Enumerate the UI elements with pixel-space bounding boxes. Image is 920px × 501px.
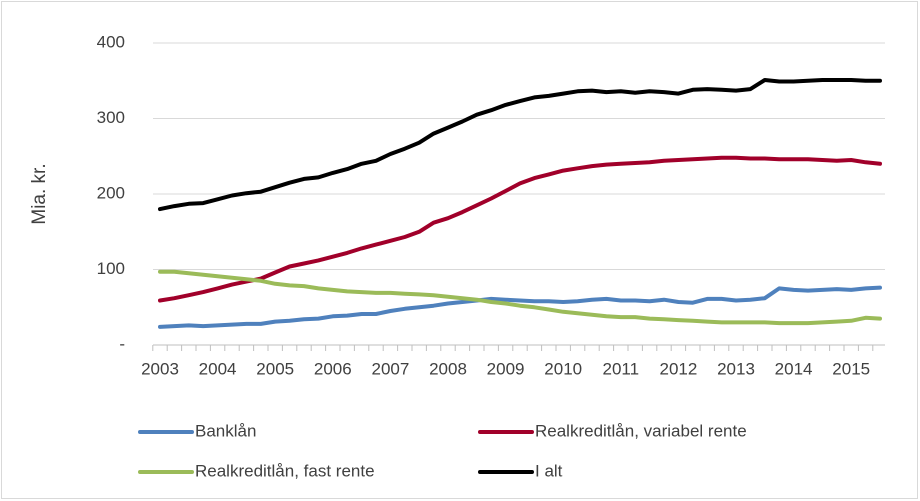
x-tick-label: 2015 — [832, 359, 870, 378]
series-line — [158, 155, 882, 303]
y-tick-label: 100 — [97, 259, 125, 278]
x-tick-label: 2006 — [314, 359, 352, 378]
x-tick-label: 2003 — [141, 359, 179, 378]
legend-label: Realkreditlån, variabel rente — [535, 421, 747, 440]
legend-label: Banklån — [195, 421, 256, 440]
x-tick-label: 2012 — [659, 359, 697, 378]
x-tick-label: 2009 — [487, 359, 525, 378]
x-tick-label: 2008 — [429, 359, 467, 378]
series-line — [158, 285, 882, 329]
x-tick-label: 2013 — [717, 359, 755, 378]
y-axis-label: Mia. kr. — [29, 163, 50, 224]
y-tick-label: 400 — [97, 32, 125, 51]
legend-label: Realkreditlån, fast rente — [195, 461, 375, 480]
series-line — [158, 78, 882, 212]
x-tick-label: 2014 — [775, 359, 813, 378]
x-tick-label: 2011 — [603, 359, 640, 378]
x-tick-label: 2010 — [544, 359, 582, 378]
y-tick-label: 300 — [97, 108, 125, 127]
legend-label: I alt — [535, 461, 563, 480]
y-tick-label: 200 — [97, 183, 125, 202]
series-line — [158, 269, 882, 326]
x-tick-label: 2004 — [199, 359, 237, 378]
x-tick-label: 2005 — [256, 359, 294, 378]
y-tick-label: - — [119, 334, 125, 353]
x-tick-label: 2007 — [371, 359, 409, 378]
